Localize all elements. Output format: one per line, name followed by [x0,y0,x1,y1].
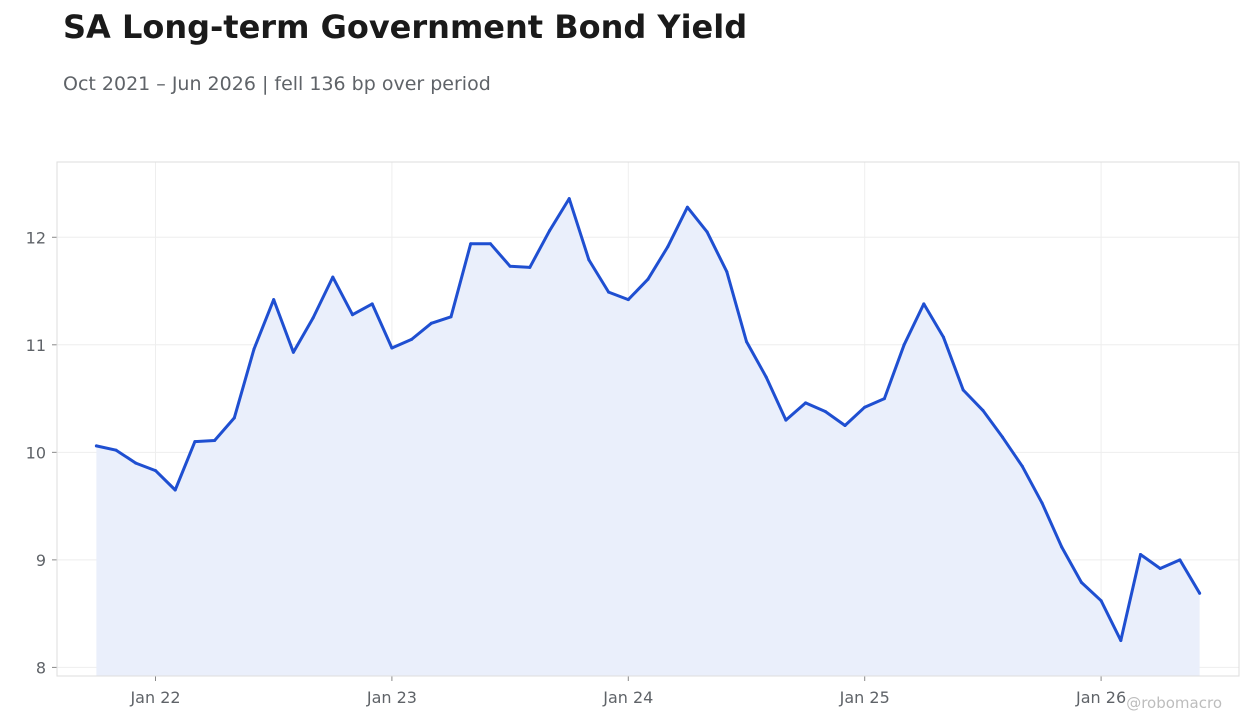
data-point [528,265,532,269]
data-point [134,461,138,465]
data-point [764,375,768,379]
data-point [488,242,492,246]
y-tick-label: 10 [26,443,46,462]
data-point [843,424,847,427]
data-point [922,302,926,306]
y-tick-label: 9 [36,551,46,570]
x-tick-label: Jan 25 [839,688,890,707]
chart-title: SA Long-term Government Bond Yield [63,8,748,46]
data-point [942,335,945,339]
data-point [469,242,473,246]
data-point [1139,553,1142,556]
data-point [449,315,453,319]
data-point [882,397,886,401]
data-point [272,298,276,302]
data-point [1001,435,1005,439]
data-point [863,405,867,409]
data-point [311,316,315,320]
data-point [961,388,965,392]
data-point [646,277,650,281]
data-point [1158,567,1162,570]
x-tick-label: Jan 23 [366,688,417,707]
x-tick-label: Jan 24 [602,688,653,707]
data-point [1119,639,1123,642]
data-point [173,488,177,492]
data-point [1198,591,1202,595]
y-tick-label: 8 [36,658,46,677]
data-point [114,448,118,452]
data-point [823,410,827,413]
data-point [291,350,295,354]
data-point [548,229,551,233]
data-point [804,401,808,405]
plot-frame [56,161,1240,677]
data-point [351,313,354,317]
y-tick-label: 12 [26,228,46,247]
data-point [725,270,729,274]
data-point [429,321,433,325]
series-area-fill [96,198,1200,676]
data-point [1040,501,1044,505]
data-point [331,275,335,279]
data-point [666,245,670,249]
area-layer [94,197,1202,676]
data-point [705,230,709,234]
x-tick-label: Jan 26 [1075,688,1126,707]
data-point [154,469,157,473]
data-point [587,258,591,262]
data-point [390,346,394,350]
data-point [981,408,985,412]
data-point [567,197,571,201]
data-point [745,340,748,344]
y-tick-label: 11 [26,336,46,355]
axis-labels: 8 9 10 11 12 Jan 22 Jan 23 Jan 24 Jan 25 Jan 26 [26,228,1127,707]
data-point [685,205,689,209]
data-point [410,337,414,341]
data-point [232,416,236,420]
data-point [193,440,197,444]
watermark: @robomacro [1126,694,1222,712]
data-point [626,298,630,302]
data-point [784,418,788,422]
x-tick-label: Jan 22 [129,688,180,707]
data-point [94,444,98,448]
data-point [1178,558,1182,562]
data-point [1099,599,1103,603]
data-point [607,290,611,294]
data-point [1079,580,1083,584]
data-point [252,347,256,351]
data-point [508,264,512,268]
data-point [213,439,217,442]
data-point [370,302,374,306]
data-point [1060,545,1064,549]
chart-subtitle: Oct 2021 – Jun 2026 | fell 136 bp over p… [63,73,491,95]
data-point [1020,464,1024,468]
data-point [902,343,906,347]
